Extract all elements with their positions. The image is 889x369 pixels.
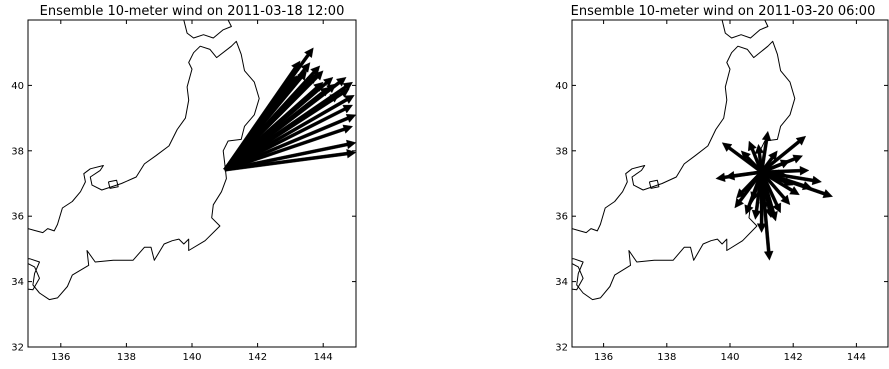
wind-arrow: [759, 171, 769, 212]
coastline-path: [572, 263, 584, 291]
wind-map-right: Ensemble 10-meter wind on 2011-03-20 06:…: [555, 4, 889, 363]
wind-arrow: [223, 104, 354, 172]
coastline-path: [721, 20, 769, 39]
wind-arrow: [721, 142, 763, 174]
wind-arrow: [760, 170, 794, 187]
wind-arrow: [223, 86, 331, 172]
x-tick-label: 136: [51, 352, 70, 363]
x-tick-label: 140: [720, 352, 739, 363]
y-tick-label: 38: [555, 146, 568, 157]
wind-arrow: [224, 148, 356, 172]
x-tick-label: 138: [117, 352, 136, 363]
wind-arrow: [224, 124, 354, 172]
coastline-path: [572, 40, 796, 301]
y-tick-label: 36: [11, 212, 24, 223]
wind-arrow: [761, 165, 810, 176]
x-tick-label: 142: [784, 352, 803, 363]
coastline-path: [28, 263, 40, 291]
wind-arrow: [740, 150, 764, 174]
map-area: [28, 20, 356, 301]
wind-arrow: [760, 150, 778, 174]
wind-arrow: [223, 60, 301, 171]
wind-arrow: [224, 114, 356, 172]
wind-arrow: [223, 73, 317, 172]
coastline-path: [648, 179, 660, 189]
y-tick-label: 38: [11, 146, 24, 157]
y-tick-label: 32: [11, 343, 24, 354]
y-tick-label: 40: [11, 81, 24, 92]
coastline-path: [183, 20, 232, 39]
x-tick-label: 144: [314, 352, 333, 363]
x-tick-label: 144: [847, 352, 866, 363]
y-tick-label: 40: [555, 81, 568, 92]
x-tick-label: 142: [248, 352, 267, 363]
wind-arrow: [760, 159, 791, 174]
wind-arrow: [223, 75, 298, 171]
map-panel-left: Ensemble 10-meter wind on 2011-03-18 12:…: [0, 0, 420, 369]
y-tick-label: 34: [11, 277, 24, 288]
x-tick-label: 140: [182, 352, 201, 363]
x-tick-label: 138: [657, 352, 676, 363]
y-tick-label: 34: [555, 277, 568, 288]
wind-arrow: [759, 130, 772, 173]
wind-map-left: Ensemble 10-meter wind on 2011-03-18 12:…: [11, 4, 357, 363]
coastline-path: [28, 40, 260, 301]
y-tick-label: 36: [555, 212, 568, 223]
y-tick-label: 32: [555, 343, 568, 354]
map-panel-right: Ensemble 10-meter wind on 2011-03-20 06:…: [535, 0, 889, 369]
x-tick-label: 136: [594, 352, 613, 363]
coastline-path: [107, 179, 119, 189]
map-title: Ensemble 10-meter wind on 2011-03-20 06:…: [571, 4, 876, 19]
map-title: Ensemble 10-meter wind on 2011-03-18 12:…: [40, 4, 345, 19]
wind-arrow: [224, 139, 356, 172]
map-area: [572, 20, 834, 301]
wind-arrow: [724, 170, 762, 181]
